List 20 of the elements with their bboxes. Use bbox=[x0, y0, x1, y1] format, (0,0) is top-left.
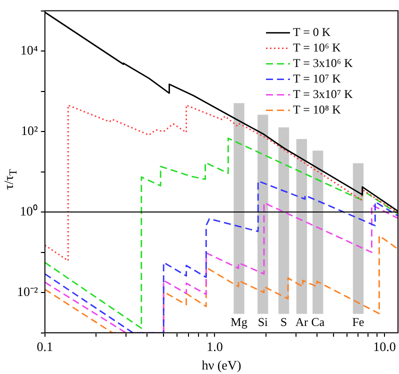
y-tick-label: 10² bbox=[20, 122, 38, 138]
annotation: Si bbox=[258, 314, 269, 329]
annotation: Fe bbox=[352, 314, 364, 329]
x-tick-label: 0.1 bbox=[36, 339, 54, 354]
legend-label: T = 0 K bbox=[293, 24, 331, 39]
legend-label: T = 10⁶ K bbox=[293, 40, 342, 54]
annotation: Ca bbox=[311, 314, 326, 329]
annotation: Mg bbox=[230, 314, 248, 329]
x-axis-title: hν (eV) bbox=[202, 358, 242, 373]
x-tick-label: 1.0 bbox=[206, 339, 223, 354]
legend-label: T = 10⁸ K bbox=[293, 102, 342, 116]
legend-label: T = 3x10⁷ K bbox=[293, 86, 354, 101]
y-tick-label: 10⁻² bbox=[16, 284, 38, 299]
y-tick-label: 10⁴ bbox=[20, 42, 38, 58]
y-tick-label: 10⁰ bbox=[20, 203, 38, 218]
annotation: S bbox=[280, 314, 288, 329]
legend-label: T = 10⁷ K bbox=[293, 71, 342, 86]
x-tick-label: 10.0 bbox=[373, 339, 396, 354]
annotation: Ar bbox=[295, 314, 308, 329]
legend-label: T = 3x10⁶ K bbox=[293, 56, 354, 70]
